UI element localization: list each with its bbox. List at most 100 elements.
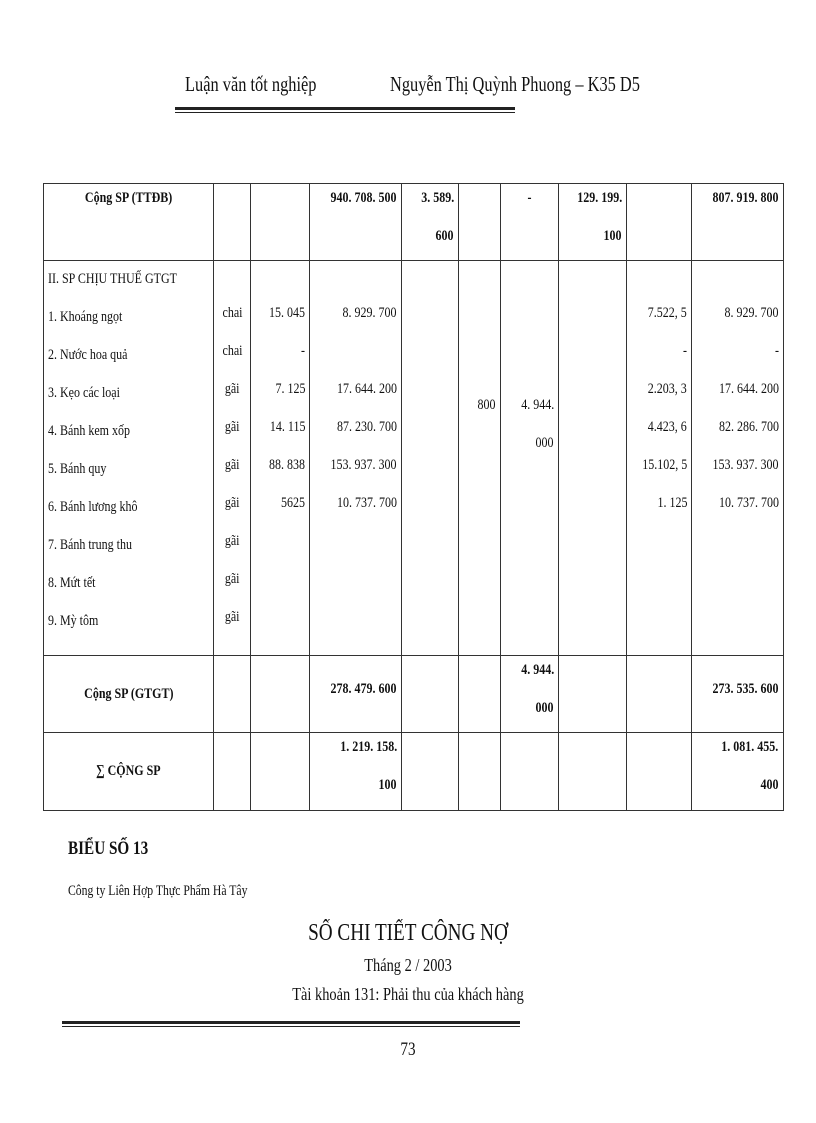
cell-line: 17. 644. 200 <box>696 375 779 413</box>
total-cell: 1. 081. 455. 400 <box>691 732 784 811</box>
table-row-subtotal-gtgt: Cộng SP (GTGT) 278. 479. 600 4. 944. 000 … <box>42 655 784 733</box>
cell-text: 4. Bánh kem xốp <box>48 423 130 439</box>
cell-line <box>463 353 496 391</box>
amount-cell: 1. 219. 158. 100 <box>309 732 402 811</box>
cell-line: 15.102, 5 <box>631 451 687 489</box>
cell-text: - <box>774 343 779 359</box>
cell-text: 1. 125 <box>657 495 687 511</box>
cell-text: gãi <box>224 457 240 473</box>
cell-line: gãi <box>218 375 246 413</box>
header-thesis-title: Luận văn tốt nghiệp <box>185 72 317 96</box>
cell-text: gãi <box>224 533 240 549</box>
cell-text: gãi <box>224 419 240 435</box>
cell-text: 3. Kẹo các loại <box>48 385 120 401</box>
row-label: ∑ CỘNG SP <box>96 763 161 779</box>
amount-cell: 940. 708. 500 <box>309 183 402 261</box>
cell-text: 800 <box>477 397 496 413</box>
cell-line: 7. 125 <box>255 375 305 413</box>
total-cell: 273. 535. 600 <box>691 655 784 733</box>
cell-line: gãi <box>218 413 246 451</box>
cell-text: chai <box>222 305 243 321</box>
cell-text: 000 <box>535 700 554 716</box>
table-row-gtgt-items: II. SP CHỊU THUẾ GTGT 1. Khoáng ngọt 2. Nư… <box>42 260 784 656</box>
cell-line <box>696 261 779 299</box>
row-label: Cộng SP (GTGT) <box>83 685 174 702</box>
tax-amount-cell: - <box>499 183 559 261</box>
cell-line: 14. 115 <box>255 413 306 451</box>
cell-text: 807. 919. 800 <box>712 190 779 206</box>
cell-line: 9. Mỳ tôm <box>48 607 209 645</box>
cell-text: gãi <box>224 571 240 587</box>
cell-text: 8. Mứt tết <box>48 575 96 591</box>
cell-text: 6. Bánh lương khô <box>48 499 138 515</box>
cell-line: 400 <box>696 771 779 809</box>
cell-line: 1. 081. 455. <box>696 733 779 771</box>
cell-text: 129. 199. <box>576 190 622 206</box>
cell-text: 15. 045 <box>269 305 306 321</box>
tax-amount-cell: 4. 944. 000 <box>499 655 559 733</box>
cell-line <box>463 277 496 315</box>
cell-text: 14. 115 <box>269 419 306 435</box>
cell-line: 82. 286. 700 <box>696 413 779 451</box>
cell-text: 100 <box>378 777 397 793</box>
cell-line: 3. 589. <box>406 184 454 222</box>
cell-line: 278. 479. 600 <box>314 675 397 713</box>
cell-text: 5625 <box>281 495 306 511</box>
tax-cell: 7.522, 5 - 2.203, 3 4.423, 6 15.102, 5 1. 125 <box>625 260 693 656</box>
cell-text: 1. 219. 158. <box>339 739 397 755</box>
ledger-title: SỔ CHI TIẾT CÔNG NỢ <box>308 920 508 946</box>
cell-line: 2. Nước hoa quả <box>48 341 209 379</box>
cell-line <box>314 337 397 375</box>
cell-line: 87. 230. 700 <box>314 413 397 451</box>
cell-line: 129. 199. <box>563 184 622 222</box>
cell-line: 600 <box>406 222 454 260</box>
cell-text: 10. 737. 700 <box>336 495 397 511</box>
cell-text: - <box>301 343 306 359</box>
cell-line: 000 <box>505 429 554 467</box>
cell-line <box>463 315 496 353</box>
cell-line: - <box>255 337 305 375</box>
cell-text: 10. 737. 700 <box>718 495 779 511</box>
cell-text: 88. 838 <box>269 457 306 473</box>
cell-text: - <box>527 190 532 206</box>
ledger-month: Tháng 2 / 2003 <box>364 955 452 975</box>
cell-text: 000 <box>535 435 554 451</box>
cell-text: 9. Mỳ tôm <box>48 613 99 629</box>
cell-line <box>314 261 397 299</box>
quantity-cell: 15. 045 - 7. 125 14. 115 88. 838 5625 <box>250 260 311 656</box>
cell-text: 278. 479. 600 <box>330 681 397 697</box>
cell-line: 000 <box>505 694 554 732</box>
cell-line: 4. Bánh kem xốp <box>48 417 209 455</box>
cell-text: 17. 644. 200 <box>718 381 779 397</box>
cell-text: gãi <box>224 495 240 511</box>
header-author: Nguyễn Thị Quỳnh Phuong – K35 D5 <box>390 72 640 96</box>
cell-line: 940. 708. 500 <box>314 184 397 222</box>
cell-line: - <box>696 337 779 375</box>
cell-text: 100 <box>603 228 622 244</box>
cell-line <box>505 277 554 315</box>
cell-line: 1. 219. 158. <box>314 733 397 771</box>
cell-text: 82. 286. 700 <box>718 419 779 435</box>
cell-line: 1. 125 <box>631 489 687 527</box>
cell-text: 1. Khoáng ngọt <box>48 309 123 325</box>
row-label: Cộng SP (TTĐB) <box>84 190 173 206</box>
cell-text: 4. 944. <box>520 397 554 413</box>
cell-line: 7.522, 5 <box>631 299 687 337</box>
total-cell: 807. 919. 800 <box>691 183 784 261</box>
cell-line: 10. 737. 700 <box>314 489 397 527</box>
cell-text: chai <box>222 343 243 359</box>
cell-line: 5625 <box>255 489 305 527</box>
cell-text: 17. 644. 200 <box>336 381 397 397</box>
cell-line: 100 <box>314 771 397 809</box>
amount-cell: 278. 479. 600 <box>309 655 402 733</box>
cell-text: 7. 125 <box>275 381 306 397</box>
cell-text: 4.423, 6 <box>648 419 687 435</box>
cell-text: 940. 708. 500 <box>330 190 397 206</box>
cell-line: gãi <box>218 527 246 565</box>
cell-line: gãi <box>218 603 246 641</box>
cell-text: 2.203, 3 <box>648 381 687 397</box>
cell-line: 153. 937. 300 <box>314 451 397 489</box>
cell-line: chai <box>218 299 246 337</box>
cell-line: 15. 045 <box>255 299 305 337</box>
